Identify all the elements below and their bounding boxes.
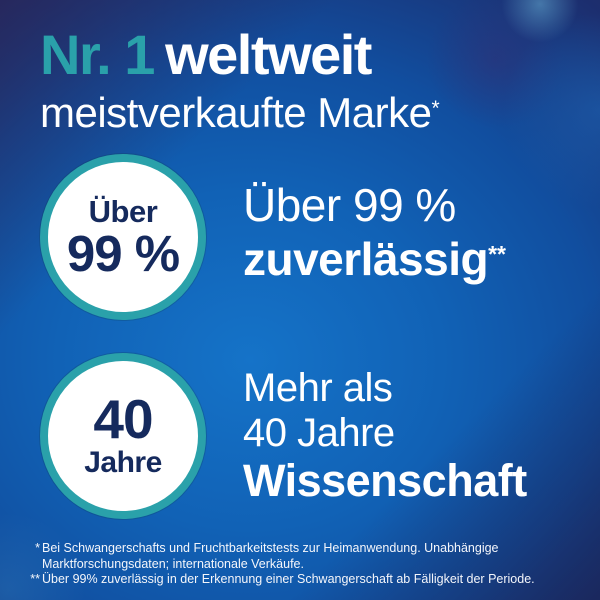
stat-text-reliability: Über 99 % zuverlässig** (243, 178, 506, 294)
footnote-2-marker: ** (30, 572, 40, 586)
headline-rank-rest: weltweit (165, 23, 372, 86)
footnote-1-marker: * (35, 541, 40, 555)
badge-40-label-value: 40 (93, 388, 153, 450)
stat-text-science: Mehr als 40 Jahre Wissenschaft (243, 366, 527, 506)
headline-subline-text: meistverkaufte Marke (40, 89, 432, 136)
badge-99-label-value: 99 % (66, 224, 180, 282)
stat1-line2: zuverlässig** (243, 232, 506, 294)
stat2-line2: 40 Jahre (243, 411, 395, 455)
stat-badge-99-percent: Über 99 % (40, 154, 206, 320)
stat2-line1: Mehr als (243, 366, 393, 410)
stat1-line1: Über 99 % (243, 179, 456, 231)
footnote-marker-2: ** (488, 241, 506, 268)
badge-99-label-top: Über (88, 193, 158, 229)
stat2-line3: Wissenschaft (243, 455, 527, 506)
headline-block: Nr. 1 weltweit meistverkaufte Marke* (40, 24, 440, 146)
badge-40-label-bottom: Jahre (84, 446, 162, 479)
footnote-1: * Bei Schwangerschafts und Fruchtbarkeits… (28, 541, 586, 572)
footnotes-block: * Bei Schwangerschafts und Fruchtbarkeits… (28, 541, 586, 588)
stat-badge-40-years: 40 Jahre (40, 353, 206, 519)
footnote-1-text: Bei Schwangerschafts und Fruchtbarkeitst… (42, 541, 499, 571)
footnote-2: ** Über 99% zuverlässig in der Erkennung … (28, 572, 586, 588)
headline-rank-highlight: Nr. 1 (40, 23, 155, 86)
footnote-2-text: Über 99% zuverlässig in der Erkennung ei… (42, 572, 535, 586)
footnote-marker-1: * (431, 97, 440, 121)
headline-line1: Nr. 1 weltweit (40, 24, 440, 86)
headline-line2: meistverkaufte Marke* (40, 88, 440, 146)
stat1-line2-text: zuverlässig (243, 233, 489, 285)
